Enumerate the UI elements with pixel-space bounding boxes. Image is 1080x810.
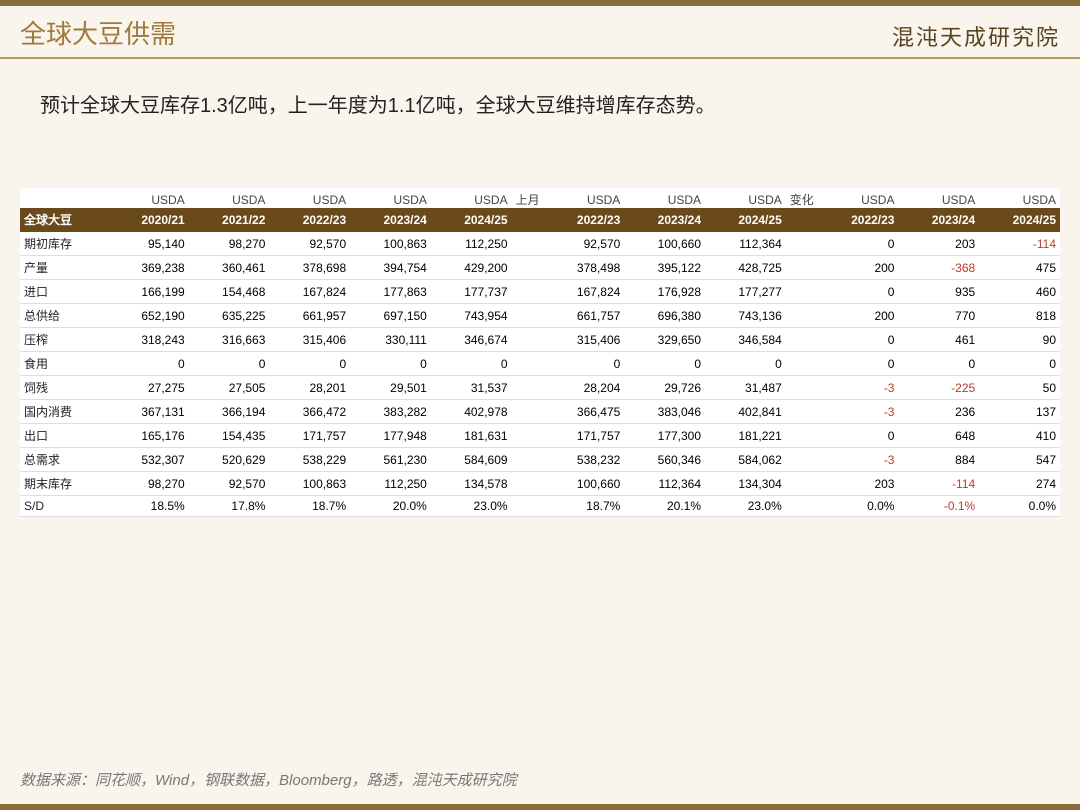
table-row: 总供给652,190635,225661,957697,150743,95466… (20, 304, 1060, 328)
table-body: 期初库存95,14098,27092,570100,863112,25092,5… (20, 232, 1060, 517)
table-row: 期末库存98,27092,570100,863112,250134,578100… (20, 472, 1060, 496)
table-row: 国内消费367,131366,194366,472383,282402,9783… (20, 400, 1060, 424)
table-row: S/D18.5%17.8%18.7%20.0%23.0%18.7%20.1%23… (20, 496, 1060, 517)
logo-text: 混沌天成研究院 (892, 20, 1060, 52)
bottom-border (0, 804, 1080, 810)
header: 全球大豆供需 混沌天成研究院 (0, 6, 1080, 59)
page-title: 全球大豆供需 (20, 14, 176, 57)
table-row: 期初库存95,14098,27092,570100,863112,25092,5… (20, 232, 1060, 256)
year-row: 全球大豆2020/212021/222022/232023/242024/252… (20, 208, 1060, 232)
soybean-table: USDAUSDAUSDAUSDAUSDA上月USDAUSDAUSDA变化USDA… (20, 188, 1060, 517)
footer-source: 数据来源：同花顺，Wind，钢联数据，Bloomberg，路透，混沌天成研究院 (20, 769, 517, 790)
table-row: 饲残27,27527,50528,20129,50131,53728,20429… (20, 376, 1060, 400)
table-row: 产量369,238360,461378,698394,754429,200378… (20, 256, 1060, 280)
source-row: USDAUSDAUSDAUSDAUSDA上月USDAUSDAUSDA变化USDA… (20, 188, 1060, 208)
table-row: 总需求532,307520,629538,229561,230584,60953… (20, 448, 1060, 472)
table-head: USDAUSDAUSDAUSDAUSDA上月USDAUSDAUSDA变化USDA… (20, 188, 1060, 232)
data-table-wrap: USDAUSDAUSDAUSDAUSDA上月USDAUSDAUSDA变化USDA… (20, 188, 1060, 517)
table-row: 食用00000000000 (20, 352, 1060, 376)
subtitle-text: 预计全球大豆库存1.3亿吨，上一年度为1.1亿吨，全球大豆维持增库存态势。 (40, 89, 1040, 118)
table-row: 压榨318,243316,663315,406330,111346,674315… (20, 328, 1060, 352)
table-row: 出口165,176154,435171,757177,948181,631171… (20, 424, 1060, 448)
table-row: 进口166,199154,468167,824177,863177,737167… (20, 280, 1060, 304)
